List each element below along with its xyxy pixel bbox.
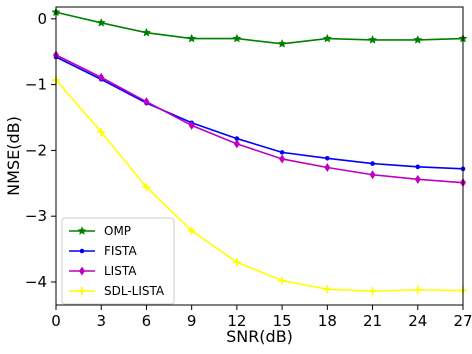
data-point xyxy=(325,156,330,161)
x-tick-label: 18 xyxy=(318,312,337,330)
x-tick-label: 9 xyxy=(187,312,197,330)
series-line xyxy=(55,11,464,45)
data-point xyxy=(187,33,197,43)
legend-label: SDL-LISTA xyxy=(104,284,165,298)
x-tick-label: 21 xyxy=(363,312,382,330)
data-point xyxy=(279,154,286,164)
series-fista xyxy=(53,54,466,172)
data-point xyxy=(232,258,241,267)
data-point xyxy=(143,97,150,107)
data-point xyxy=(234,136,240,141)
data-point xyxy=(323,285,332,294)
legend-label: LISTA xyxy=(104,264,137,278)
data-point xyxy=(142,183,151,192)
x-tick-label: 0 xyxy=(51,312,61,330)
data-point xyxy=(141,27,152,37)
data-point xyxy=(187,226,196,235)
data-point xyxy=(98,72,105,82)
data-point xyxy=(368,287,377,296)
data-point xyxy=(278,276,287,285)
data-point xyxy=(233,139,240,149)
y-axis-label: NMSE(dB) xyxy=(4,116,23,196)
data-point xyxy=(97,127,106,136)
tick-layer: 0 3 6 9 12 15 18 21 24 27 0 −1 −2 −3 −4 xyxy=(25,10,472,330)
y-tick-label: −4 xyxy=(25,273,47,291)
data-point xyxy=(415,164,421,170)
y-tick-label: −1 xyxy=(25,76,47,94)
legend-box xyxy=(61,217,175,305)
legend-label: OMP xyxy=(104,224,131,238)
x-axis-label: SNR(dB) xyxy=(226,327,293,346)
data-point xyxy=(322,33,332,43)
data-point xyxy=(324,163,331,173)
series-omp xyxy=(51,7,468,48)
legend-item: FISTA xyxy=(69,244,137,258)
legend-item: OMP xyxy=(69,224,131,238)
series-line xyxy=(55,56,464,170)
data-point xyxy=(413,35,423,44)
series-line xyxy=(55,54,464,184)
data-point xyxy=(96,17,106,27)
legend-item: SDL-LISTA xyxy=(69,284,165,298)
series-lista xyxy=(53,50,466,188)
legend-marker xyxy=(77,226,87,235)
y-tick-label: 0 xyxy=(37,10,47,28)
plot-area-frame xyxy=(55,6,464,306)
x-tick-label: 15 xyxy=(273,312,292,330)
data-point xyxy=(279,150,285,155)
data-point xyxy=(370,161,375,166)
x-tick-label: 6 xyxy=(142,312,152,330)
legend-marker xyxy=(79,266,85,276)
series-line xyxy=(55,79,464,292)
data-point xyxy=(413,285,422,294)
data-point xyxy=(414,174,421,184)
data-point xyxy=(367,35,378,44)
data-point xyxy=(188,120,195,130)
y-tick-label: −3 xyxy=(25,207,47,225)
data-point xyxy=(369,170,376,180)
legend-item: LISTA xyxy=(69,264,137,278)
legend: OMP FISTA LISTA SDL-LISTA xyxy=(61,217,175,305)
data-point xyxy=(277,38,287,48)
legend-marker xyxy=(78,287,86,295)
x-tick-label: 12 xyxy=(227,312,246,330)
x-tick-label: 27 xyxy=(453,312,472,330)
y-tick-label: −2 xyxy=(25,141,47,159)
series-layer xyxy=(51,7,468,296)
x-tick-label: 24 xyxy=(408,312,427,330)
legend-label: FISTA xyxy=(104,244,137,258)
data-point xyxy=(232,33,242,43)
legend-marker xyxy=(79,248,85,254)
x-tick-label: 3 xyxy=(96,312,106,330)
